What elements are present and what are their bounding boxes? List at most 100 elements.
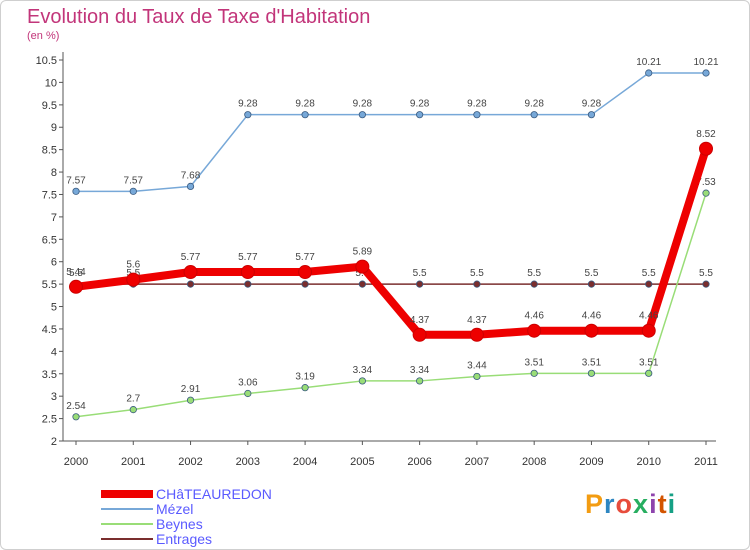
- data-point: [699, 141, 713, 156]
- data-point: [358, 280, 366, 288]
- data-point: [473, 111, 481, 119]
- data-label: 5.5: [642, 268, 656, 279]
- data-point: [416, 111, 424, 119]
- y-tick-label: 3: [51, 391, 57, 403]
- data-label: 7.53: [696, 177, 716, 188]
- proxiti-logo: Proxiti: [585, 489, 677, 519]
- data-point: [473, 280, 481, 288]
- y-tick-label: 10.5: [36, 55, 57, 67]
- data-point: [412, 327, 427, 342]
- chart-title: Evolution du Taux de Taxe d'Habitation: [27, 6, 371, 28]
- data-point: [126, 272, 141, 287]
- data-label: 7.68: [181, 170, 201, 181]
- y-tick-label: 6.5: [42, 234, 57, 246]
- data-label: 8.52: [696, 129, 716, 140]
- data-label: 3.44: [467, 360, 487, 371]
- y-tick-label: 8.5: [42, 145, 57, 157]
- data-label: 3.06: [238, 377, 258, 388]
- data-point: [186, 280, 195, 288]
- x-tick-label: 2008: [522, 456, 546, 468]
- x-tick-label: 2007: [465, 456, 489, 468]
- data-point: [645, 369, 653, 377]
- legend-label: Entrages: [156, 531, 212, 547]
- data-point: [527, 323, 542, 338]
- data-point: [530, 111, 538, 119]
- data-label: 3.51: [582, 357, 602, 368]
- data-label: 9.28: [467, 99, 487, 110]
- data-point: [244, 111, 252, 119]
- x-tick-label: 2011: [694, 456, 718, 468]
- data-point: [240, 265, 255, 280]
- data-label: 5.5: [470, 268, 484, 279]
- data-point: [702, 280, 710, 288]
- data-label: 9.28: [410, 99, 430, 110]
- series-line: [72, 144, 710, 339]
- data-label: 9.28: [353, 99, 373, 110]
- y-tick-label: 5: [51, 302, 57, 314]
- data-label: 4.37: [410, 315, 430, 326]
- y-tick-label: 8: [51, 167, 57, 179]
- data-label: 2.54: [66, 401, 86, 412]
- data-point: [416, 280, 424, 288]
- data-point: [301, 384, 309, 392]
- data-label: 7.57: [124, 175, 144, 186]
- data-point: [69, 279, 83, 294]
- data-point: [530, 369, 538, 377]
- series-2: 7.57 7.57 7.68 9.28 9.28 9.28 9.28 9.28 9.28 9.28…: [66, 57, 719, 195]
- y-tick-label: 9: [51, 122, 57, 134]
- data-label: 5.77: [238, 252, 258, 263]
- data-label: 9.28: [524, 99, 544, 110]
- series-1: 2.54 2.7 2.91 3.06 3.19 3.34 3.34 3.44 3.51 3.51 3…: [66, 177, 716, 421]
- data-label: 9.28: [582, 99, 602, 110]
- data-point: [702, 189, 710, 197]
- data-point: [129, 406, 137, 414]
- y-tick-label: 4.5: [42, 324, 57, 336]
- data-point: [183, 265, 198, 280]
- data-label: 2.7: [126, 394, 140, 405]
- legend-label: CHâTEAUREDON: [156, 486, 272, 502]
- data-label: 10.21: [636, 57, 661, 68]
- data-label: 3.34: [410, 365, 430, 376]
- data-point: [587, 369, 596, 377]
- data-point: [584, 323, 599, 338]
- x-tick-label: 2010: [636, 456, 660, 468]
- x-tick-label: 2005: [350, 456, 374, 468]
- data-label: 3.51: [524, 357, 544, 368]
- y-tick-label: 5.5: [42, 279, 57, 291]
- data-label: 5.5: [413, 268, 427, 279]
- y-tick-label: 2: [51, 436, 57, 448]
- series-line: [75, 72, 707, 193]
- data-label: 5.77: [181, 252, 201, 263]
- data-label: 5.5: [585, 268, 599, 279]
- x-tick-label: 2002: [178, 456, 202, 468]
- y-tick-label: 9.5: [42, 100, 57, 112]
- y-tick-label: 7: [51, 212, 57, 224]
- data-label: 5.6: [126, 260, 140, 271]
- data-label: 3.34: [353, 365, 373, 376]
- data-point: [129, 187, 137, 195]
- data-point: [587, 111, 596, 119]
- data-label: 5.44: [66, 267, 86, 278]
- data-point: [645, 280, 653, 288]
- y-tick-label: 2.5: [42, 414, 57, 426]
- x-tick-label: 2006: [407, 456, 431, 468]
- y-tick-label: 10: [45, 77, 57, 89]
- data-label: 9.28: [238, 99, 258, 110]
- data-label: 10.21: [693, 57, 718, 68]
- legend-label: Beynes: [156, 516, 203, 532]
- data-label: 5.77: [295, 252, 315, 263]
- data-point: [473, 372, 481, 381]
- y-tick-label: 4: [51, 346, 57, 358]
- data-label: 3.51: [639, 357, 659, 368]
- series-line: [75, 192, 707, 418]
- x-tick-label: 2004: [293, 456, 317, 468]
- series-3: 5.44 5.6 5.77 5.77 5.77 5.89 4.37 4.37 4.46 4.46 4…: [66, 129, 716, 342]
- data-point: [72, 413, 80, 421]
- x-tick-label: 2003: [236, 456, 260, 468]
- data-point: [186, 182, 195, 191]
- data-point: [186, 396, 195, 404]
- data-point: [416, 377, 424, 385]
- x-tick-label: 2009: [579, 456, 603, 468]
